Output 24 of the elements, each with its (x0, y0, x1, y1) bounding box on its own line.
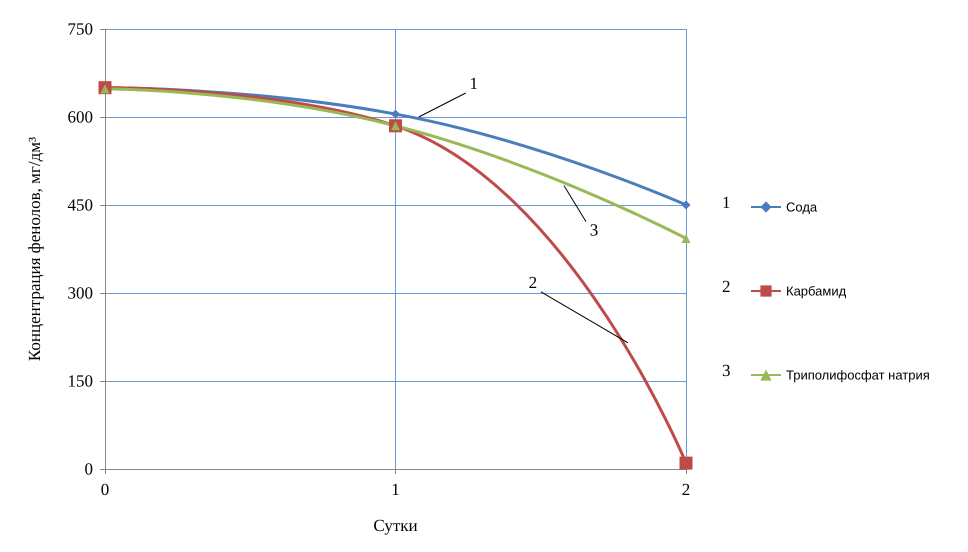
x-tick-label: 1 (391, 480, 400, 499)
y-tick-label: 150 (68, 372, 93, 390)
text: 1 (722, 193, 730, 212)
legend-label: Сода (786, 200, 818, 214)
x-axis-title: Сутки (373, 516, 418, 535)
point (680, 456, 692, 470)
annotation: 3 (590, 220, 598, 240)
y-tick-label: 750 (68, 20, 93, 38)
y-tick-label: 0 (84, 460, 93, 478)
annotation: 2 (528, 272, 538, 292)
point (391, 110, 400, 119)
text: 2 (722, 277, 730, 296)
x-tick-label: 0 (100, 480, 110, 499)
point (682, 200, 690, 210)
point (682, 234, 690, 243)
x-tick-label: 2 (682, 480, 690, 499)
legend-label: Карбамид (786, 284, 847, 298)
y-tick-label: 600 (68, 108, 93, 126)
annotation: 1 (469, 74, 478, 93)
text: 3 (722, 361, 730, 380)
y-axis-title: Концентрация фенолов, мг/дм³ (25, 136, 44, 362)
y-tick-label: 450 (68, 196, 93, 214)
legend-label: Триполифосфат натрия (786, 368, 930, 382)
y-tick-label: 300 (68, 284, 93, 302)
